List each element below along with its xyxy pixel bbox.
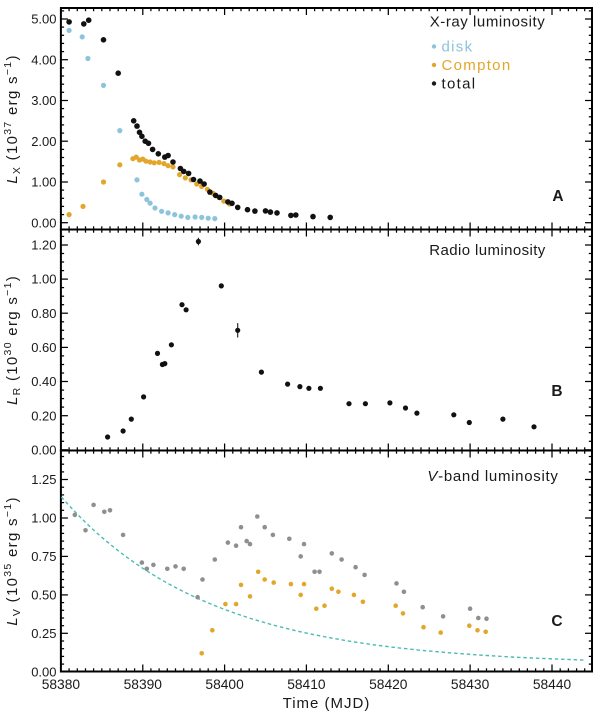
svg-text:3.00: 3.00 <box>31 93 56 108</box>
svg-text:58420: 58420 <box>369 677 408 692</box>
svg-text:1.00: 1.00 <box>31 511 56 526</box>
svg-text:58430: 58430 <box>451 677 490 692</box>
svg-text:0.60: 0.60 <box>31 340 56 355</box>
svg-text:Radio luminosity: Radio luminosity <box>429 242 546 259</box>
svg-text:0.00: 0.00 <box>31 664 56 679</box>
svg-text:total: total <box>442 75 477 92</box>
svg-text:A: A <box>552 188 563 205</box>
svg-text:0.25: 0.25 <box>31 626 56 641</box>
svg-text:58410: 58410 <box>287 677 326 692</box>
svg-text:1.20: 1.20 <box>31 238 56 253</box>
svg-text:Time (MJD): Time (MJD) <box>283 695 371 712</box>
svg-text:2.00: 2.00 <box>31 134 56 149</box>
svg-text:1.25: 1.25 <box>31 472 56 487</box>
svg-text:X-ray luminosity: X-ray luminosity <box>430 14 546 31</box>
svg-text:1.00: 1.00 <box>31 272 56 287</box>
svg-text:C: C <box>551 613 562 630</box>
svg-text:V-band luminosity: V-band luminosity <box>427 468 558 485</box>
svg-text:0.40: 0.40 <box>31 374 56 389</box>
svg-text:0.00: 0.00 <box>31 215 56 230</box>
svg-text:LV (1035 erg s−1): LV (1035 erg s−1) <box>2 496 23 626</box>
svg-text:58380: 58380 <box>42 677 81 692</box>
svg-text:58400: 58400 <box>205 677 244 692</box>
svg-text:5.00: 5.00 <box>31 12 56 27</box>
svg-text:disk: disk <box>442 38 474 55</box>
svg-text:LX (1037 erg s−1): LX (1037 erg s−1) <box>2 54 23 184</box>
svg-text:B: B <box>551 383 562 400</box>
svg-text:0.80: 0.80 <box>31 306 56 321</box>
svg-text:58390: 58390 <box>124 677 163 692</box>
svg-text:1.00: 1.00 <box>31 175 56 190</box>
svg-text:58440: 58440 <box>533 677 572 692</box>
svg-text:4.00: 4.00 <box>31 52 56 67</box>
svg-text:Compton: Compton <box>442 57 512 74</box>
svg-text:LR (1030 erg s−1): LR (1030 erg s−1) <box>2 275 23 405</box>
svg-text:0.50: 0.50 <box>31 588 56 603</box>
svg-text:0.00: 0.00 <box>31 442 56 457</box>
svg-text:0.20: 0.20 <box>31 408 56 423</box>
svg-text:0.75: 0.75 <box>31 549 56 564</box>
